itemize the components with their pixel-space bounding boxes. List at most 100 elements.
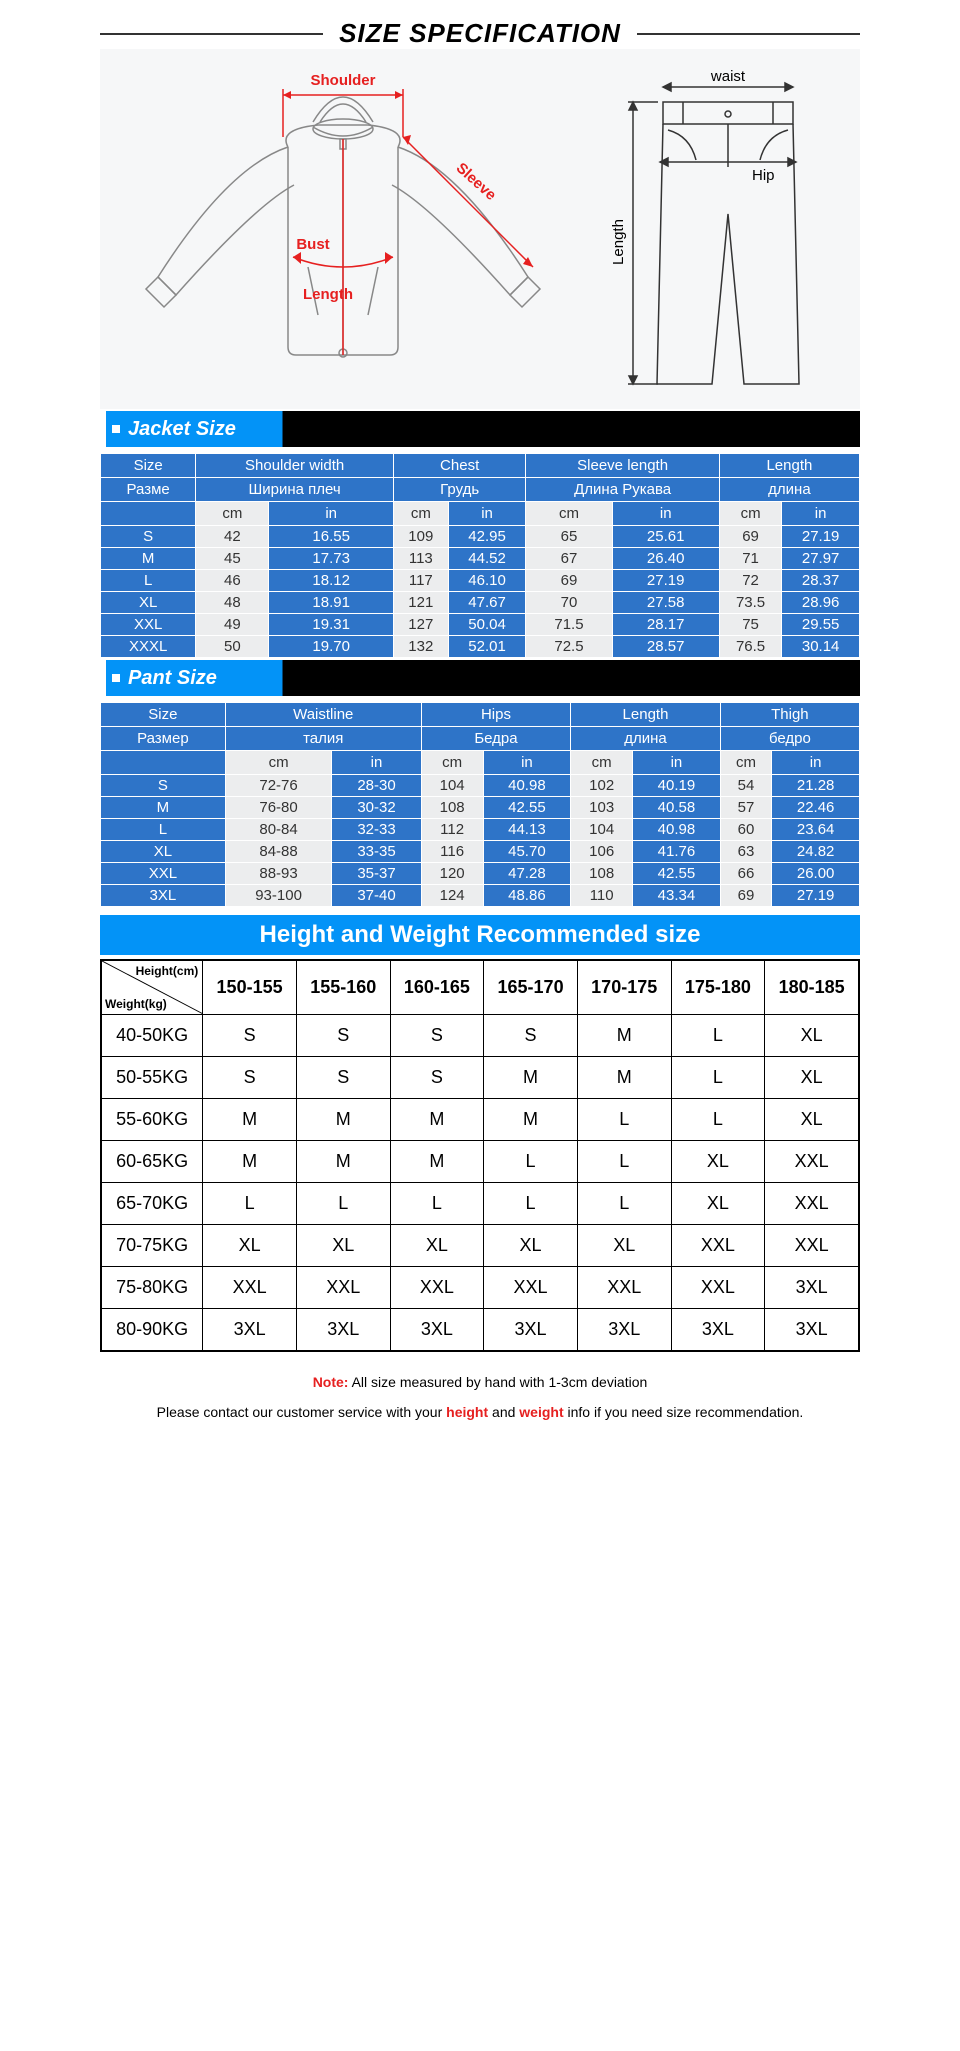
rec-size-cell: XL: [296, 1224, 390, 1266]
table-cell: 71: [719, 548, 781, 570]
label-shoulder: Shoulder: [310, 72, 375, 89]
rec-corner-cell: Height(cm)Weight(kg): [101, 960, 203, 1014]
table-header-ru: длина: [719, 478, 859, 502]
rec-size-cell: M: [484, 1098, 578, 1140]
table-header-ru: Бедра: [421, 727, 571, 751]
table-unit-cell: in: [332, 751, 421, 775]
rec-size-cell: XL: [203, 1224, 297, 1266]
rec-size-cell: L: [577, 1182, 671, 1224]
table-cell: M: [101, 797, 226, 819]
table-cell: 40.58: [633, 797, 721, 819]
table-cell: 18.91: [269, 592, 393, 614]
rec-height-header: 165-170: [484, 960, 578, 1014]
table-cell: 22.46: [772, 797, 860, 819]
rec-size-cell: S: [203, 1014, 297, 1056]
table-cell: 24.82: [772, 841, 860, 863]
jacket-size-band: Jacket Size: [100, 411, 860, 447]
table-cell: 32-33: [332, 819, 421, 841]
rec-size-cell: XXL: [484, 1266, 578, 1308]
table-cell: 28-30: [332, 775, 421, 797]
table-cell: 44.13: [483, 819, 571, 841]
table-cell: 52.01: [448, 636, 526, 658]
table-cell: 67: [526, 548, 612, 570]
table-cell: S: [101, 526, 196, 548]
table-cell: M: [101, 548, 196, 570]
rec-size-cell: S: [484, 1014, 578, 1056]
rec-height-header: 170-175: [577, 960, 671, 1014]
rec-size-cell: L: [671, 1056, 765, 1098]
rec-size-cell: XXL: [203, 1266, 297, 1308]
table-unit-cell: cm: [393, 502, 448, 526]
table-cell: 46.10: [448, 570, 526, 592]
table-cell: S: [101, 775, 226, 797]
rec-size-cell: M: [390, 1140, 484, 1182]
note2-height: height: [446, 1404, 488, 1420]
table-cell: 29.55: [782, 614, 860, 636]
table-cell: 76.5: [719, 636, 781, 658]
table-cell: 69: [526, 570, 612, 592]
table-header-ru: Размер: [101, 727, 226, 751]
table-cell: 18.12: [269, 570, 393, 592]
table-unit-cell: in: [612, 502, 719, 526]
table-cell: 76-80: [225, 797, 332, 819]
table-cell: 80-84: [225, 819, 332, 841]
table-cell: 37-40: [332, 885, 421, 907]
rec-size-cell: 3XL: [671, 1308, 765, 1351]
rec-height-header: 180-185: [765, 960, 859, 1014]
table-header-ru: талия: [225, 727, 421, 751]
table-cell: 63: [720, 841, 772, 863]
rec-size-cell: 3XL: [296, 1308, 390, 1351]
table-cell: 43.34: [633, 885, 721, 907]
rec-size-cell: XL: [765, 1098, 859, 1140]
table-cell: 102: [571, 775, 633, 797]
note2-and: and: [488, 1404, 519, 1420]
page-title-row: SIZE SPECIFICATION: [100, 18, 860, 49]
table-cell: 124: [421, 885, 483, 907]
table-cell: 3XL: [101, 885, 226, 907]
jacket-band-label: Jacket Size: [128, 418, 236, 441]
table-cell: 57: [720, 797, 772, 819]
note2-a: Please contact our customer service with…: [157, 1404, 446, 1420]
table-cell: 45: [196, 548, 269, 570]
rec-size-cell: L: [484, 1182, 578, 1224]
table-cell: 40.98: [633, 819, 721, 841]
table-cell: 28.96: [782, 592, 860, 614]
rec-size-cell: XXL: [390, 1266, 484, 1308]
table-cell: 73.5: [719, 592, 781, 614]
rec-weight-cell: 80-90KG: [101, 1308, 203, 1351]
label-pants-length: Length: [610, 219, 627, 265]
table-cell: 71.5: [526, 614, 612, 636]
table-unit-cell: in: [269, 502, 393, 526]
table-cell: 27.58: [612, 592, 719, 614]
table-cell: 113: [393, 548, 448, 570]
rec-height-header: 150-155: [203, 960, 297, 1014]
rec-size-cell: L: [203, 1182, 297, 1224]
table-cell: 108: [571, 863, 633, 885]
table-unit-cell: cm: [719, 502, 781, 526]
table-cell: 104: [571, 819, 633, 841]
table-unit-cell: cm: [421, 751, 483, 775]
table-cell: 47.67: [448, 592, 526, 614]
rec-weight-label: Weight(kg): [105, 997, 167, 1011]
table-cell: 108: [421, 797, 483, 819]
rec-size-cell: M: [484, 1056, 578, 1098]
table-cell: 42.55: [633, 863, 721, 885]
table-cell: 127: [393, 614, 448, 636]
note-prefix: Note:: [313, 1374, 349, 1390]
label-waist: waist: [709, 68, 745, 85]
table-cell: 27.19: [782, 526, 860, 548]
table-cell: 93-100: [225, 885, 332, 907]
rec-size-cell: L: [671, 1014, 765, 1056]
rec-size-cell: XL: [671, 1182, 765, 1224]
rec-height-header: 160-165: [390, 960, 484, 1014]
table-cell: 35-37: [332, 863, 421, 885]
table-cell: 17.73: [269, 548, 393, 570]
page-title: SIZE SPECIFICATION: [323, 18, 637, 49]
rec-weight-cell: 50-55KG: [101, 1056, 203, 1098]
table-cell: 121: [393, 592, 448, 614]
band-dot-icon: [112, 674, 120, 682]
rec-weight-cell: 75-80KG: [101, 1266, 203, 1308]
rec-size-cell: M: [577, 1056, 671, 1098]
table-cell: 21.28: [772, 775, 860, 797]
pant-size-band: Pant Size: [100, 660, 860, 696]
